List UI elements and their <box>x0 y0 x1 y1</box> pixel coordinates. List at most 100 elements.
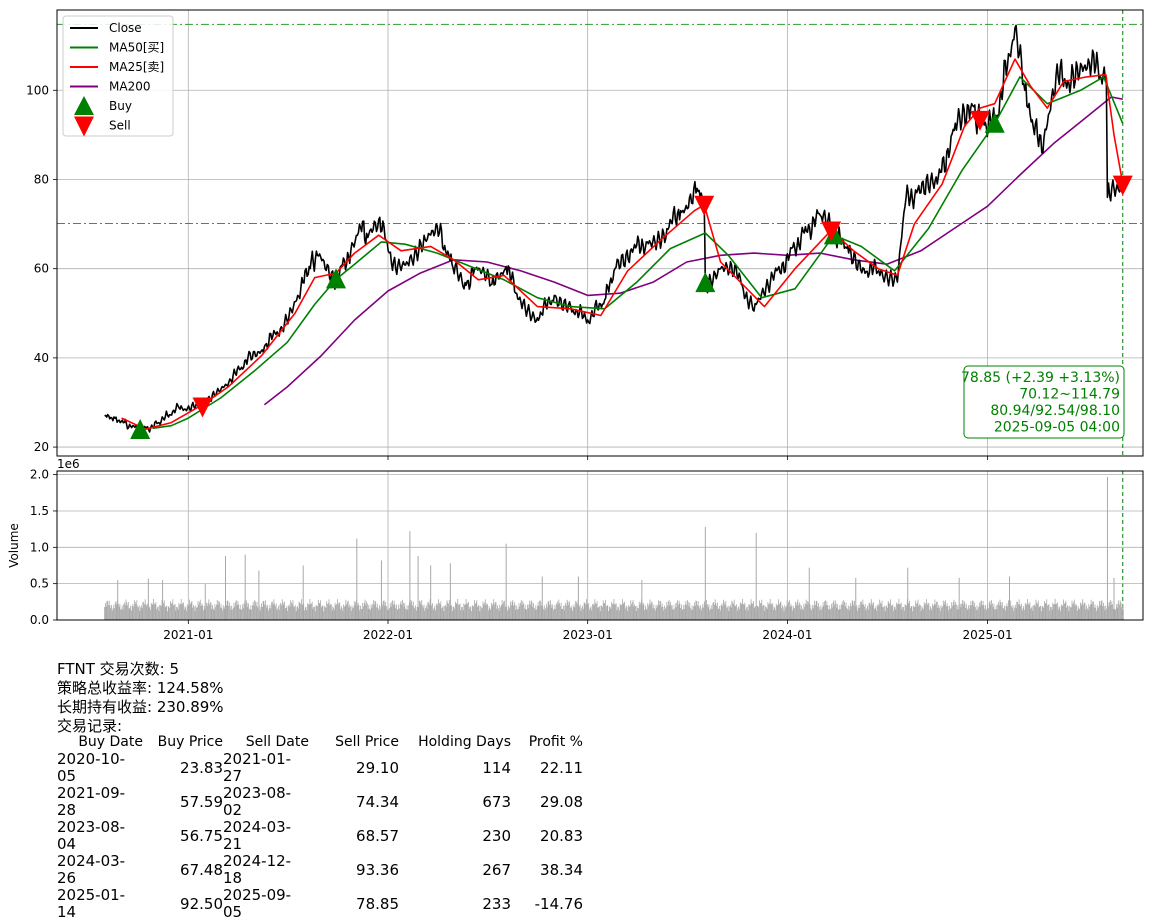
x-tick-label: 2025-01 <box>963 628 1013 642</box>
chart-canvas: 20 40 60 80 100 Close MA50[买] MA25[卖] MA200 Buy Se… <box>7 9 1144 642</box>
legend-label-4: Buy <box>109 99 132 113</box>
table-cell: 93.36 <box>356 860 399 879</box>
sell-marker <box>969 110 990 131</box>
legend-buy-marker <box>74 96 94 115</box>
trade-table: Buy Date Buy Price Sell Date Sell Price Hold… <box>57 734 583 921</box>
table-cell: 29.08 <box>540 792 583 811</box>
table-cell: 20.83 <box>540 826 583 845</box>
report-trade-count: FTNT 交易次数: 5 <box>57 660 180 678</box>
trade-table-header: Buy Date Buy Price Sell Date Sell Price Hold… <box>57 734 583 751</box>
table-cell: 56.75 <box>180 826 223 845</box>
sell-marker <box>192 397 213 418</box>
table-cell: 29.10 <box>356 758 399 777</box>
sell-marker <box>1112 175 1133 196</box>
legend-label-3: MA200 <box>109 80 150 94</box>
table-row: 2023-08-04 56.75 2024-03-21 68.57 230 20.83 <box>57 819 583 853</box>
table-cell: 2021-09-28 <box>57 784 126 819</box>
x-tick-label: 2022-01 <box>363 628 413 642</box>
table-cell: 2023-08-04 <box>57 818 126 853</box>
ma200-line <box>263 96 1123 406</box>
volume-y-tick-label: 1.5 <box>30 504 49 518</box>
volume-axis-label: Volume <box>7 523 21 568</box>
price-annotation: 78.85 (+2.39 +3.13%)70.12~114.7980.94/92… <box>961 365 1125 439</box>
legend-label-5: Sell <box>109 119 131 133</box>
volume-panel: 2021-01 2022-01 2023-01 2024-01 2025-01 0.0 0.… <box>7 457 1144 642</box>
table-cell: 92.50 <box>180 894 223 913</box>
report-records-title: 交易记录: <box>57 717 123 735</box>
price-y-tick-label: 60 <box>34 262 49 276</box>
table-row: 2024-03-26 67.48 2024-12-18 93.36 267 38.34 <box>57 853 583 887</box>
ma50-line <box>152 76 1124 430</box>
annotation-box <box>963 365 1125 439</box>
table-cell: 2025-01-14 <box>57 886 126 921</box>
table-cell: 233 <box>482 894 511 913</box>
volume-frame <box>56 470 1144 621</box>
table-cell: 114 <box>482 758 511 777</box>
price-frame <box>56 9 1144 457</box>
table-cell: 57.59 <box>180 792 223 811</box>
trade-table-header-cell: Buy Date <box>78 734 143 750</box>
table-cell: 68.57 <box>356 826 399 845</box>
table-cell: 2023-08-02 <box>223 784 292 819</box>
table-cell: 673 <box>482 792 511 811</box>
volume-y-tick-label: 0.5 <box>30 577 49 591</box>
table-cell: 2020-10-05 <box>57 750 126 785</box>
price-panel: 20 40 60 80 100 Close MA50[买] MA25[卖] MA200 Buy Se… <box>26 9 1144 460</box>
table-cell: 267 <box>482 860 511 879</box>
table-cell: 74.34 <box>356 792 399 811</box>
x-tick-label: 2024-01 <box>762 628 812 642</box>
table-cell: 2024-12-18 <box>223 852 292 887</box>
table-cell: 67.48 <box>180 860 223 879</box>
sell-marker <box>821 221 842 242</box>
price-y-tick-label: 80 <box>34 172 49 186</box>
table-cell: 230 <box>482 826 511 845</box>
volume-y-tick-label: 1.0 <box>30 540 49 554</box>
annotation-line-2: 80.94/92.54/98.10 <box>990 403 1120 419</box>
annotation-line-0: 78.85 (+2.39 +3.13%) <box>961 370 1120 386</box>
report-strategy-return: 策略总收益率: 124.58% <box>57 679 224 697</box>
legend: Close MA50[买] MA25[卖] MA200 Buy Sell <box>62 15 174 137</box>
annotation-line-3: 2025-09-05 04:00 <box>994 420 1120 436</box>
report-buy-hold-return: 长期持有收益: 230.89% <box>57 698 224 716</box>
buy-marker <box>695 272 716 293</box>
ma25-line <box>121 58 1124 431</box>
legend-sell-marker <box>74 116 94 137</box>
table-cell: -14.76 <box>534 894 583 913</box>
price-y-tick-label: 100 <box>26 83 49 97</box>
volume-y-tick-label: 2.0 <box>30 468 49 482</box>
buy-marker <box>326 268 347 289</box>
annotation-line-1: 70.12~114.79 <box>1019 387 1120 403</box>
trade-table-header-cell: Sell Price <box>335 734 399 750</box>
legend-box <box>62 15 174 137</box>
volume-offset-label: 1e6 <box>57 457 80 471</box>
trade-table-header-cell: Holding Days <box>418 734 511 750</box>
table-cell: 2025-09-05 <box>223 886 292 921</box>
volume-y-tick-label: 0.0 <box>30 613 49 627</box>
table-cell: 22.11 <box>540 758 583 777</box>
table-cell: 2021-01-27 <box>223 750 292 785</box>
buy-marker <box>130 418 151 439</box>
sell-marker <box>694 195 715 216</box>
table-row: 2025-01-14 92.50 2025-09-05 78.85 233 -14.76 <box>57 887 583 921</box>
close-line <box>104 24 1124 435</box>
legend-label-0: Close <box>109 21 142 35</box>
table-cell: 2024-03-21 <box>223 818 292 853</box>
table-cell: 2024-03-26 <box>57 852 126 887</box>
trade-table-header-cell: Profit % <box>528 734 583 750</box>
trade-table-body: 2020-10-05 23.83 2021-01-27 29.10 114 22.11 20… <box>57 751 583 921</box>
trade-report: FTNT 交易次数: 5 策略总收益率: 124.58% 长期持有收益: 230… <box>57 660 583 921</box>
trade-table-header-cell: Buy Price <box>157 734 223 750</box>
x-tick-label: 2021-01 <box>163 628 213 642</box>
price-y-tick-label: 40 <box>34 351 49 365</box>
table-cell: 78.85 <box>356 894 399 913</box>
table-row: 2021-09-28 57.59 2023-08-02 74.34 673 29.08 <box>57 785 583 819</box>
price-y-tick-label: 20 <box>34 440 49 454</box>
table-row: 2020-10-05 23.83 2021-01-27 29.10 114 22.11 <box>57 751 583 785</box>
legend-label-1: MA50[买] <box>109 41 164 55</box>
buy-marker <box>984 112 1005 133</box>
trade-table-header-cell: Sell Date <box>245 734 309 750</box>
x-tick-label: 2023-01 <box>563 628 613 642</box>
legend-label-2: MA25[卖] <box>109 60 164 74</box>
table-cell: 23.83 <box>180 758 223 777</box>
table-cell: 38.34 <box>540 860 583 879</box>
